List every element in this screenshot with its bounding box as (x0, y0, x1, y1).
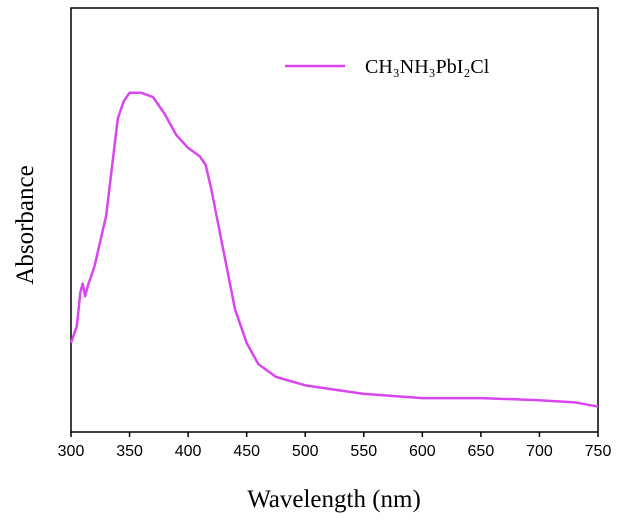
x-tick-label: 350 (116, 443, 143, 460)
y-axis-label: Absorbance (12, 165, 39, 284)
x-tick-label: 550 (350, 443, 377, 460)
plot-frame (70, 7, 599, 433)
x-tick-label: 300 (58, 443, 85, 460)
legend-label: CH₃NH₃PbI₂Cl (365, 56, 490, 78)
x-tick-label: 650 (468, 443, 495, 460)
x-tick-label: 600 (409, 443, 436, 460)
x-axis-label: Wavelength (nm) (247, 486, 421, 513)
x-tick-label: 450 (233, 443, 260, 460)
x-tick-label: 500 (292, 443, 319, 460)
data-line (69, 91, 599, 408)
x-tick-label: 400 (175, 443, 202, 460)
x-tick-label: 750 (585, 443, 612, 460)
x-tick-label: 700 (526, 443, 553, 460)
